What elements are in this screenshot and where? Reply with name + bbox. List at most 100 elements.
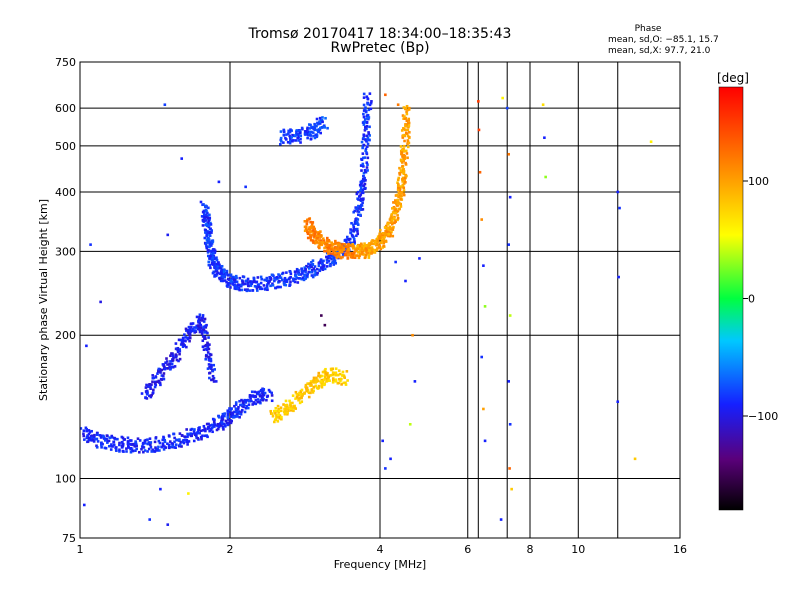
trace-point (304, 270, 307, 274)
trace-point (402, 170, 406, 173)
scatter-point (381, 439, 384, 443)
trace-point (136, 437, 140, 440)
trace-point (362, 103, 366, 107)
trace-point (273, 409, 276, 413)
trace-point (353, 241, 356, 245)
trace-point (160, 374, 164, 377)
trace-point (291, 394, 295, 397)
colorbar-tick-label: −100 (748, 410, 778, 423)
trace-point (204, 337, 207, 341)
trace-point (204, 216, 208, 219)
trace-point (187, 440, 191, 443)
trace-point (112, 440, 115, 444)
trace-point (229, 280, 233, 283)
trace-point (160, 445, 163, 449)
trace-point (276, 420, 280, 423)
trace-point (202, 348, 206, 352)
trace-point (227, 422, 230, 425)
trace-point (174, 446, 177, 449)
trace-point (154, 447, 158, 451)
trace-point (321, 370, 325, 374)
trace-point (212, 261, 215, 265)
trace-point (381, 234, 385, 237)
trace-point (318, 116, 322, 120)
trace-point (334, 379, 338, 383)
trace-point (208, 216, 212, 220)
trace-point (362, 197, 365, 200)
trace-point (356, 232, 360, 236)
trace-point (91, 434, 94, 438)
trace-point (285, 133, 288, 136)
x-tick-label: 1 (77, 543, 84, 556)
scatter-point (544, 175, 547, 179)
trace-point (325, 239, 329, 242)
trace-point (363, 168, 367, 172)
trace-point (115, 449, 118, 452)
trace-point (259, 275, 263, 279)
trace-point (144, 396, 147, 399)
trace-point (356, 244, 359, 248)
trace-point (402, 192, 405, 195)
trace-point (149, 441, 153, 444)
trace-point (330, 248, 333, 251)
trace-point (360, 164, 364, 167)
trace-point (329, 256, 332, 260)
trace-point (363, 246, 366, 250)
trace-point (366, 251, 369, 255)
trace-point (368, 248, 371, 252)
trace-point (251, 403, 254, 406)
trace-point (354, 248, 358, 252)
trace-point (402, 117, 405, 120)
scatter-point (394, 260, 397, 264)
trace-point (203, 335, 207, 339)
trace-point (268, 275, 271, 279)
trace-point (284, 409, 287, 413)
trace-point (400, 170, 403, 174)
trace-point (359, 189, 362, 192)
trace-point (306, 230, 309, 234)
trace-point (240, 288, 244, 292)
trace-point (358, 252, 362, 256)
trace-point (206, 216, 210, 220)
trace-point (229, 418, 232, 422)
scatter-point (163, 103, 167, 107)
trace-point (396, 198, 400, 202)
trace-point (389, 232, 392, 235)
y-tick-label: 300 (55, 245, 76, 258)
trace-point (178, 444, 181, 448)
trace-point (95, 445, 99, 449)
scatter-point (89, 243, 92, 246)
trace-point (306, 236, 310, 240)
trace-point (305, 264, 308, 268)
trace-point (257, 285, 261, 289)
y-tick-label: 200 (55, 329, 76, 342)
trace-point (146, 442, 150, 446)
trace-point (362, 165, 365, 168)
scatter-point (408, 422, 412, 426)
trace-point (390, 222, 394, 226)
trace-point (141, 445, 145, 449)
trace-point (298, 131, 302, 135)
trace-point (238, 412, 242, 415)
trace-point (349, 242, 353, 245)
plot-frame (79, 61, 681, 539)
trace-point (253, 390, 257, 394)
trace-point (360, 140, 364, 144)
trace-point (215, 256, 218, 260)
trace-point (253, 284, 257, 288)
trace-point (153, 385, 157, 389)
trace-point (207, 422, 210, 426)
trace-point (364, 110, 368, 113)
trace-point (255, 280, 259, 284)
trace-point (206, 427, 209, 431)
trace-point (282, 403, 285, 406)
trace-point (204, 208, 208, 212)
trace-point (285, 280, 289, 283)
trace-point (314, 133, 318, 137)
trace-point (201, 335, 205, 338)
trace-point (282, 128, 286, 132)
trace-point (105, 434, 109, 437)
trace-point (247, 403, 251, 406)
trace-point (146, 450, 149, 453)
trace-point (162, 377, 166, 381)
